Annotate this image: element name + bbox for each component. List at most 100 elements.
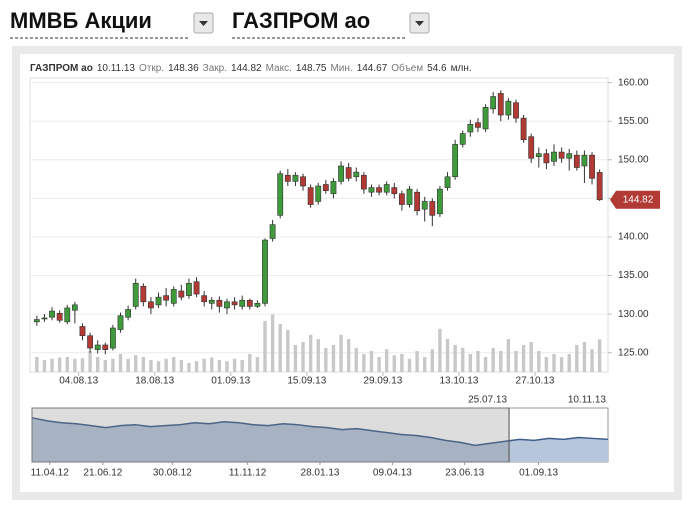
candle-body (254, 303, 261, 307)
info-key: Откр. (139, 63, 164, 74)
x-tick-label: 18.08.13 (135, 376, 174, 387)
info-key: Макс. (266, 63, 292, 74)
candle-body (132, 282, 139, 307)
volume-bar (415, 351, 419, 372)
volume-bar (65, 357, 69, 372)
volume-bar (286, 330, 290, 372)
candle-body (452, 144, 459, 178)
volume-bar (514, 351, 518, 372)
candle-body (573, 154, 580, 168)
candle-body (79, 326, 86, 337)
candle-body (414, 191, 421, 212)
volume-bar (461, 348, 465, 372)
candle-body (208, 299, 215, 304)
candle-body (467, 123, 474, 133)
y-tick-label: 150.00 (618, 154, 649, 165)
volume-bar (42, 360, 47, 372)
volume-bar (141, 357, 146, 372)
x-tick-label: 29.09.13 (363, 376, 402, 387)
volume-bar (156, 361, 161, 372)
volume-bar (263, 321, 267, 372)
candle-body (163, 295, 170, 301)
candle-body (566, 153, 573, 159)
volume-bar (187, 363, 191, 372)
candle-body (125, 309, 132, 318)
volume-bar (423, 357, 427, 372)
info-value: 144.67 (357, 63, 388, 74)
volume-bar (430, 349, 435, 372)
volume-bar (217, 360, 222, 372)
volume-bar (483, 357, 488, 372)
candle-body (71, 304, 78, 311)
candle-body (429, 201, 436, 216)
volume-bar (202, 358, 206, 372)
candle-body (490, 96, 497, 110)
volume-bar (172, 357, 176, 372)
candle-body (391, 187, 398, 195)
candle-body (178, 290, 185, 298)
market-select[interactable]: ММВБ Акции (10, 8, 152, 33)
candle-body (475, 122, 481, 128)
volume-bar (316, 339, 320, 372)
volume-bar (194, 361, 199, 372)
candle-body (315, 185, 322, 202)
volume-bar (491, 348, 495, 372)
x-tick-label: 01.09.13 (211, 376, 250, 387)
volume-bar (225, 361, 229, 372)
volume-bar (118, 354, 123, 372)
candle-body (543, 153, 550, 164)
candle-body (353, 171, 360, 178)
candle-body (117, 315, 124, 330)
y-tick-label: 155.00 (618, 116, 649, 127)
y-tick-label: 135.00 (618, 270, 649, 281)
volume-bar (559, 357, 564, 372)
candle-body (33, 319, 40, 323)
candle-body (87, 335, 93, 349)
candle-body (520, 117, 527, 141)
candle-body (330, 181, 337, 195)
candle-body (239, 299, 246, 307)
volume-bar (346, 339, 351, 372)
candle-body (201, 295, 208, 303)
volume-bar (529, 342, 533, 372)
info-value: 144.82 (231, 63, 262, 74)
navigator-line (31, 417, 609, 447)
volume-bar (392, 355, 396, 372)
y-tick-label: 140.00 (618, 232, 649, 243)
volume-bar (35, 357, 39, 372)
navigator-tick-label: 21.06.12 (83, 468, 122, 479)
instrument-select[interactable]: ГАЗПРОМ ао (232, 8, 370, 33)
x-tick-label: 15.09.13 (287, 376, 326, 387)
volume-bar (278, 324, 282, 372)
volume-bar (339, 334, 343, 372)
volume-bar (50, 358, 54, 372)
candle-body (338, 165, 344, 182)
volume-bar (407, 358, 412, 372)
candle-body (535, 153, 542, 158)
volume-bar (499, 351, 503, 372)
volume-bar (149, 360, 153, 372)
candle-body (589, 154, 595, 179)
candle-body (345, 167, 352, 179)
candle-body (437, 188, 443, 215)
info-date: 10.11.13 (97, 63, 136, 74)
candle-body (596, 172, 603, 201)
volume-bar (270, 314, 275, 372)
volume-bar (445, 339, 450, 372)
candle-body (482, 107, 489, 130)
candle-body (224, 301, 230, 309)
volume-bar (293, 345, 298, 372)
candle-body (155, 296, 162, 306)
candle-body (216, 299, 223, 307)
volume-bar (476, 351, 480, 372)
y-tick-label: 130.00 (618, 309, 649, 320)
volume-bar (567, 354, 571, 372)
candle-body (102, 344, 109, 350)
candle-body (41, 317, 48, 320)
candle-body (277, 173, 284, 216)
y-tick-label: 125.00 (618, 347, 649, 358)
info-line: ГАЗПРОМ ао 10.11.13 Откр. 148.36 Закр. 144.82… (30, 62, 472, 74)
candle-body (360, 174, 367, 190)
candle-body (513, 102, 519, 119)
